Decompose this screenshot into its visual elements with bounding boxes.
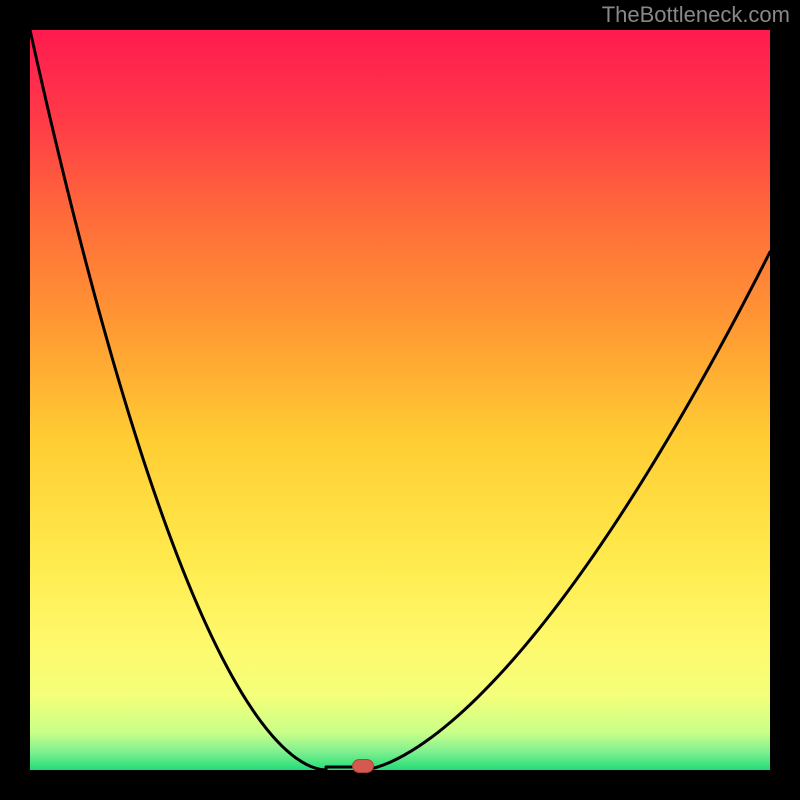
chart-stage: TheBottleneck.com xyxy=(0,0,800,800)
bottleneck-curve xyxy=(30,30,770,770)
minimum-marker xyxy=(352,759,374,773)
plot-area xyxy=(30,30,770,770)
watermark-text: TheBottleneck.com xyxy=(602,2,790,28)
